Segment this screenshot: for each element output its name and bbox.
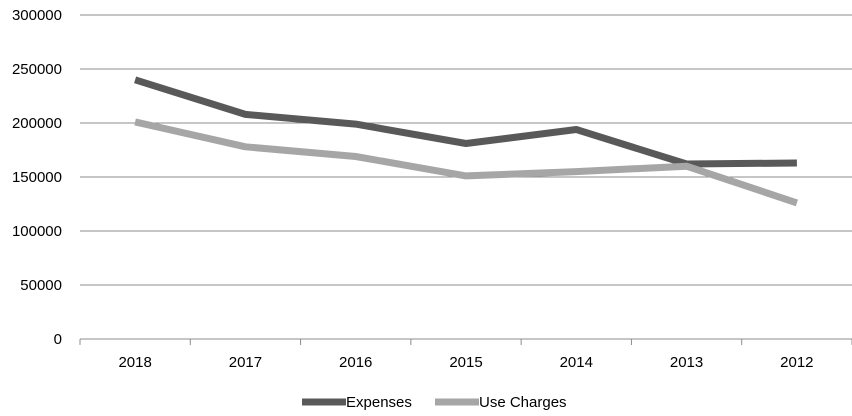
- series-lines: [134, 76, 799, 207]
- y-tick-label-100000: 100000: [12, 223, 62, 240]
- y-tick-label-150000: 150000: [12, 169, 62, 186]
- legend-label-expenses: Expenses: [346, 394, 412, 411]
- y-tick-label-50000: 50000: [20, 277, 62, 294]
- x-tick-label-2013: 2013: [670, 354, 703, 371]
- legend: Expenses Use Charges: [302, 394, 567, 411]
- y-tick-label-300000: 300000: [12, 7, 62, 24]
- x-tick-label-2014: 2014: [560, 354, 593, 371]
- x-tick-label-2016: 2016: [339, 354, 372, 371]
- series-line-use-charges: [134, 118, 799, 207]
- y-tick-label-250000: 250000: [12, 61, 62, 78]
- y-axis-tick-labels: 0 50000 100000 150000 200000 250000 300000: [12, 7, 62, 348]
- legend-label-use-charges: Use Charges: [479, 394, 567, 411]
- x-tick-label-2018: 2018: [118, 354, 151, 371]
- series-line-expenses: [134, 76, 797, 168]
- x-tick-label-2012: 2012: [780, 354, 813, 371]
- x-axis: [79, 338, 852, 345]
- gridlines: [80, 14, 852, 286]
- x-axis-tick-labels: 2018 2017 2016 2015 2014 2013 2012: [118, 354, 813, 371]
- y-tick-label-200000: 200000: [12, 115, 62, 132]
- x-tick-label-2015: 2015: [449, 354, 482, 371]
- y-tick-label-0: 0: [54, 331, 62, 348]
- x-tick-label-2017: 2017: [229, 354, 262, 371]
